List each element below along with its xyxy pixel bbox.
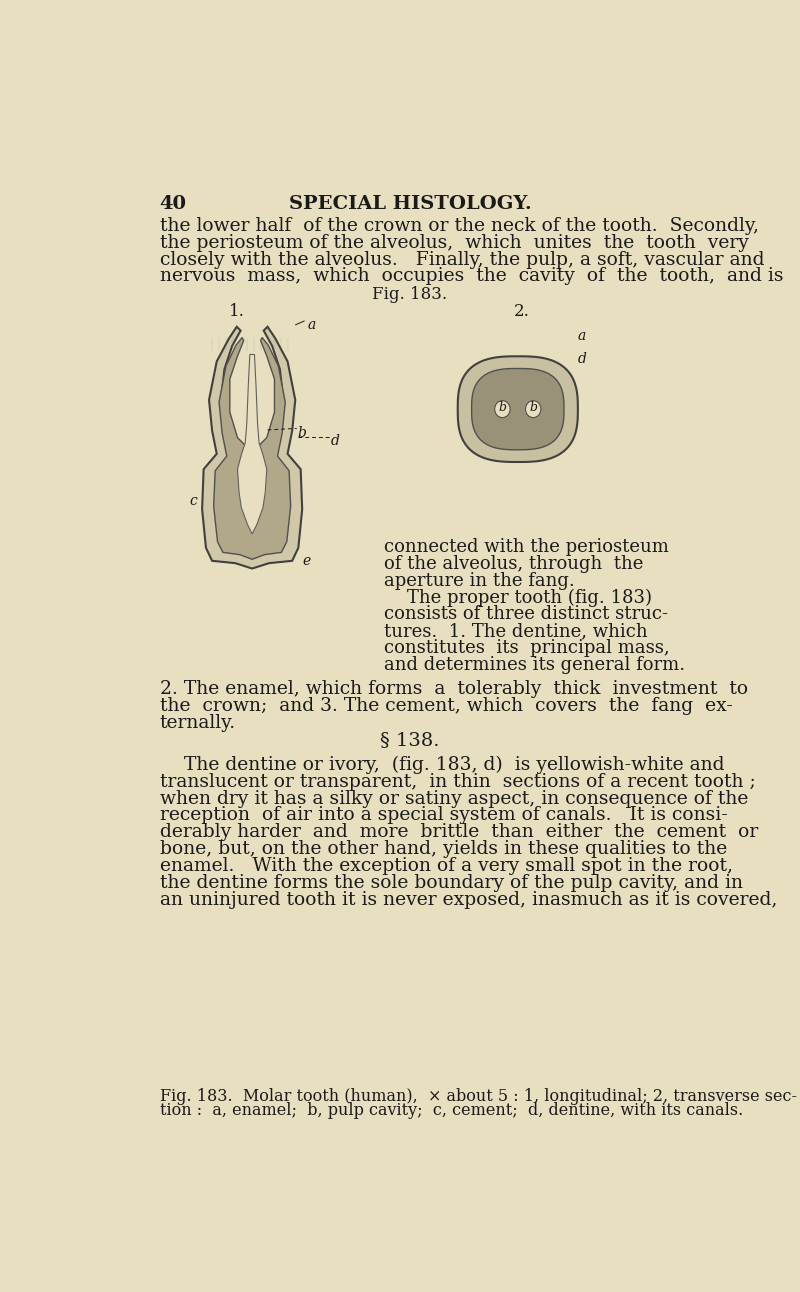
Text: and determines its general form.: and determines its general form. xyxy=(384,656,685,674)
Text: SPECIAL HISTOLOGY.: SPECIAL HISTOLOGY. xyxy=(289,195,531,213)
Ellipse shape xyxy=(494,401,510,417)
Text: translucent or transparent,  in thin  sections of a recent tooth ;: translucent or transparent, in thin sect… xyxy=(160,773,755,791)
Polygon shape xyxy=(202,327,302,568)
Text: a: a xyxy=(307,318,316,332)
Text: constitutes  its  principal mass,: constitutes its principal mass, xyxy=(384,640,670,658)
Text: tures.  1. The dentine, which: tures. 1. The dentine, which xyxy=(384,623,647,641)
Text: 1.: 1. xyxy=(229,302,245,320)
Text: c: c xyxy=(189,494,197,508)
Ellipse shape xyxy=(526,401,541,417)
Text: e: e xyxy=(302,554,310,568)
Polygon shape xyxy=(238,354,266,534)
Text: aperture in the fang.: aperture in the fang. xyxy=(384,571,574,589)
Text: consists of three distinct struc-: consists of three distinct struc- xyxy=(384,606,668,624)
Text: an uninjured tooth it is never exposed, inasmuch as it is covered,: an uninjured tooth it is never exposed, … xyxy=(160,891,777,910)
Text: 2. The enamel, which forms  a  tolerably  thick  investment  to: 2. The enamel, which forms a tolerably t… xyxy=(160,680,748,698)
Text: The proper tooth (fig. 183): The proper tooth (fig. 183) xyxy=(384,589,652,607)
Text: d: d xyxy=(330,434,339,448)
Polygon shape xyxy=(458,357,578,463)
Text: d: d xyxy=(578,353,586,366)
Polygon shape xyxy=(214,337,290,559)
Text: the dentine forms the sole boundary of the pulp cavity, and in: the dentine forms the sole boundary of t… xyxy=(160,875,742,893)
Text: closely with the alveolus.   Finally, the pulp, a soft, vascular and: closely with the alveolus. Finally, the … xyxy=(160,251,764,269)
Polygon shape xyxy=(472,368,564,450)
Text: The dentine or ivory,  (fig. 183, d)  is yellowish-white and: The dentine or ivory, (fig. 183, d) is y… xyxy=(160,756,724,774)
Text: a: a xyxy=(578,329,586,344)
Text: ternally.: ternally. xyxy=(160,714,236,733)
Text: tion :  a, enamel;  b, pulp cavity;  c, cement;  d, dentine, with its canals.: tion : a, enamel; b, pulp cavity; c, cem… xyxy=(160,1102,743,1119)
Text: 2.: 2. xyxy=(514,302,530,320)
Text: enamel.   With the exception of a very small spot in the root,: enamel. With the exception of a very sma… xyxy=(160,858,733,875)
Text: the  crown;  and 3. The cement, which  covers  the  fang  ex-: the crown; and 3. The cement, which cove… xyxy=(160,698,733,714)
Text: bone, but, on the other hand, yields in these qualities to the: bone, but, on the other hand, yields in … xyxy=(160,840,727,858)
Text: the lower half  of the crown or the neck of the tooth.  Secondly,: the lower half of the crown or the neck … xyxy=(160,217,758,235)
Text: of the alveolus, through  the: of the alveolus, through the xyxy=(384,554,643,572)
Text: nervous  mass,  which  occupies  the  cavity  of  the  tooth,  and is: nervous mass, which occupies the cavity … xyxy=(160,267,783,286)
Text: the periosteum of the alveolus,  which  unites  the  tooth  very: the periosteum of the alveolus, which un… xyxy=(160,234,749,252)
Text: § 138.: § 138. xyxy=(380,731,440,749)
Text: reception  of air into a special system of canals.   It is consi-: reception of air into a special system o… xyxy=(160,806,727,824)
Text: b: b xyxy=(498,401,506,415)
Text: b: b xyxy=(298,426,306,441)
Text: Fig. 183.  Molar tooth (human),  × about 5 : 1, longitudinal; 2, transverse sec-: Fig. 183. Molar tooth (human), × about 5… xyxy=(160,1088,797,1105)
Text: derably harder  and  more  brittle  than  either  the  cement  or: derably harder and more brittle than eit… xyxy=(160,823,758,841)
Text: Fig. 183.: Fig. 183. xyxy=(373,286,447,302)
Text: connected with the periosteum: connected with the periosteum xyxy=(384,537,669,556)
Text: when dry it has a silky or satiny aspect, in consequence of the: when dry it has a silky or satiny aspect… xyxy=(160,789,748,808)
Text: b: b xyxy=(530,401,538,415)
Text: 40: 40 xyxy=(160,195,186,213)
